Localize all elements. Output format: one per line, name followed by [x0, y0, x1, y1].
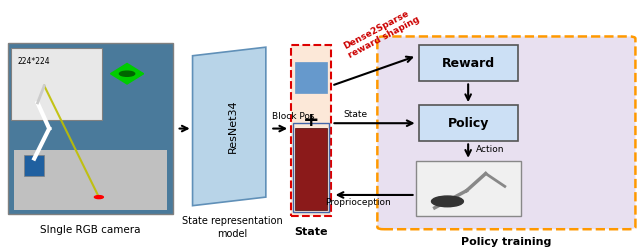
FancyBboxPatch shape [24, 155, 44, 176]
Text: ResNet34: ResNet34 [227, 100, 237, 153]
Text: +: + [303, 111, 319, 130]
Circle shape [431, 196, 463, 207]
FancyBboxPatch shape [295, 128, 327, 210]
Text: SIngle RGB camera: SIngle RGB camera [40, 225, 141, 235]
Text: Policy training: Policy training [461, 237, 552, 247]
FancyBboxPatch shape [415, 161, 521, 216]
Text: Policy: Policy [447, 117, 489, 130]
Text: Proprioception: Proprioception [325, 198, 391, 207]
Text: Block Pos: Block Pos [272, 112, 315, 121]
FancyBboxPatch shape [419, 45, 518, 81]
Text: 224*224: 224*224 [17, 57, 50, 65]
FancyBboxPatch shape [291, 45, 331, 216]
Text: State representation
model: State representation model [182, 216, 283, 239]
Circle shape [95, 196, 103, 199]
FancyBboxPatch shape [11, 48, 102, 120]
FancyBboxPatch shape [384, 39, 629, 227]
Polygon shape [193, 47, 266, 206]
FancyBboxPatch shape [14, 150, 167, 210]
FancyBboxPatch shape [8, 43, 173, 214]
Circle shape [120, 71, 134, 76]
Text: Action: Action [476, 146, 504, 155]
FancyBboxPatch shape [378, 36, 636, 229]
FancyBboxPatch shape [419, 105, 518, 141]
Text: Reward: Reward [442, 57, 495, 70]
FancyBboxPatch shape [295, 62, 327, 93]
Text: State: State [343, 110, 367, 119]
Text: State: State [294, 227, 328, 237]
Polygon shape [111, 63, 143, 84]
Text: Dense2Sparse
reward shaping: Dense2Sparse reward shaping [342, 5, 422, 60]
